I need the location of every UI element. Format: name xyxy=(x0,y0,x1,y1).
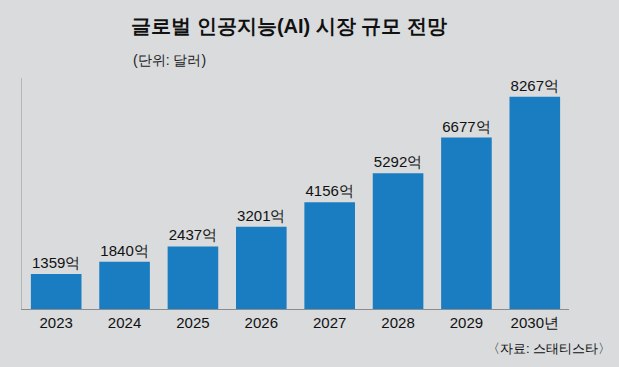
svg-text:2027: 2027 xyxy=(313,314,346,331)
svg-text:4156억: 4156억 xyxy=(306,182,354,199)
svg-text:5292억: 5292억 xyxy=(374,153,422,170)
svg-text:1840억: 1840억 xyxy=(100,242,148,259)
svg-text:2026: 2026 xyxy=(245,314,278,331)
svg-text:(단위: 달러): (단위: 달러) xyxy=(133,52,206,68)
svg-text:2029: 2029 xyxy=(450,314,483,331)
svg-text:2024: 2024 xyxy=(108,314,141,331)
svg-text:2023: 2023 xyxy=(40,314,73,331)
svg-text:2437억: 2437억 xyxy=(169,226,217,243)
svg-text:3201억: 3201억 xyxy=(237,207,285,224)
svg-text:글로벌 인공지능(AI) 시장 규모 전망: 글로벌 인공지능(AI) 시장 규모 전망 xyxy=(131,15,447,37)
svg-text:8267억: 8267억 xyxy=(511,77,559,94)
svg-text:6677억: 6677억 xyxy=(442,118,490,135)
svg-text:2030년: 2030년 xyxy=(511,314,559,331)
svg-text:〈자료: 스태티스타〉: 〈자료: 스태티스타〉 xyxy=(487,341,611,356)
svg-text:1359억: 1359억 xyxy=(32,254,80,271)
svg-text:2025: 2025 xyxy=(176,314,209,331)
svg-text:2028: 2028 xyxy=(381,314,414,331)
